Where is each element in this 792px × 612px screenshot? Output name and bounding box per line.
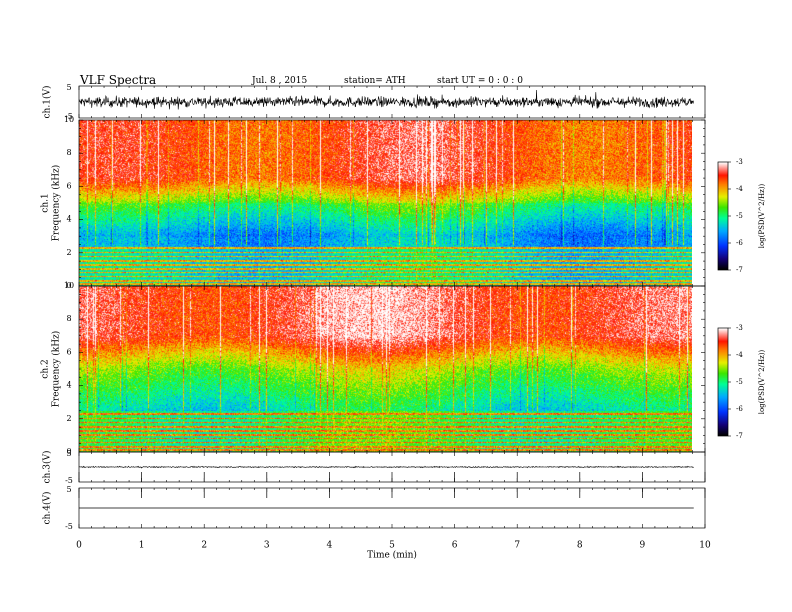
- x-axis-label: Time (min): [367, 550, 417, 561]
- ch1-spec-ytick-label: 6: [66, 181, 71, 190]
- ch2-spec-freq-label: Frequency (kHz): [51, 331, 62, 408]
- ch1-spec-freq-label: Frequency (kHz): [51, 165, 62, 242]
- date-label: Jul. 8 , 2015: [252, 76, 308, 86]
- ch2-spec-colorbar-label: log(PSD(V^2/Hz)): [758, 349, 766, 414]
- ch3-wave-ylabel-top: 5: [66, 449, 71, 458]
- ch2-spec-heatmap: [79, 286, 692, 452]
- ch4-wave-axis-label: ch.4(V): [42, 492, 53, 525]
- x-tick-label: 3: [264, 541, 270, 551]
- ch2-spec-ytick-label: 10: [64, 281, 74, 290]
- ch1-spec-colorbar-tick-label: -6: [736, 239, 743, 247]
- ch2-spec-ytick-label: 6: [66, 347, 71, 356]
- x-tick-label: 8: [577, 541, 583, 551]
- ch1-spec-ytick-label: 2: [66, 248, 71, 257]
- ch1-spec-colorbar-label: log(PSD(V^2/Hz)): [758, 183, 766, 248]
- ch3-wave-axis-label: ch.3(V): [42, 451, 53, 484]
- ch2-spec-colorbar: [718, 328, 728, 436]
- ch1-spec-colorbar-tick-label: -3: [736, 158, 743, 166]
- ch1-spec-colorbar-tick-label: -4: [736, 185, 743, 193]
- start-time-label: start UT = 0 : 0 : 0: [437, 76, 523, 86]
- x-tick-label: 4: [327, 541, 333, 551]
- ch1-spec-channel-label: ch.1: [41, 193, 51, 212]
- ch2-spec-colorbar-tick-label: -4: [736, 351, 743, 359]
- ch2-spec-ytick-label: 4: [66, 381, 71, 390]
- x-tick-label: 5: [389, 541, 395, 551]
- ch2-spec-ytick-label: 0: [66, 447, 71, 456]
- ch1-spec-ytick-label: 4: [66, 215, 71, 224]
- ch1-spec-ytick-label: 0: [66, 281, 71, 290]
- ch1-spec-colorbar-tick-label: -7: [736, 266, 743, 274]
- ch4-wave-ylabel-bottom: -5: [65, 522, 73, 531]
- ch1-spec-heatmap: [79, 120, 692, 286]
- x-tick-label: 6: [452, 541, 458, 551]
- chart-title: VLF Spectra: [80, 73, 157, 87]
- x-tick-label: 9: [640, 541, 646, 551]
- x-tick-label: 0: [76, 541, 82, 551]
- ch1-wave-ylabel-top: 5: [66, 83, 71, 92]
- ch1-wave-axis-label: ch.1(V): [42, 86, 53, 119]
- ch3-wave-ylabel-bottom: -5: [65, 476, 73, 485]
- x-tick-label: 10: [699, 541, 711, 551]
- x-tick-label: 2: [201, 541, 207, 551]
- ch2-spec-colorbar-tick-label: -6: [736, 405, 743, 413]
- ch4-wave-ylabel-top: 5: [66, 485, 71, 494]
- ch2-spec-colorbar-tick-label: -7: [736, 432, 743, 440]
- ch2-spec-colorbar-tick-label: -5: [736, 378, 743, 386]
- ch1-spec-colorbar-tick-label: -5: [736, 212, 743, 220]
- ch1-spec-ytick-label: 10: [64, 115, 74, 124]
- ch2-spec-ytick-label: 8: [66, 314, 71, 323]
- x-tick-label: 7: [514, 541, 520, 551]
- ch2-spec-ytick-label: 2: [66, 414, 71, 423]
- ch2-spec-channel-label: ch.2: [41, 359, 51, 378]
- ch1-spec-ytick-label: 8: [66, 148, 71, 157]
- ch3-wave-trace: [78, 465, 694, 469]
- x-tick-label: 1: [139, 541, 145, 551]
- station-label: station= ATH: [344, 76, 406, 86]
- ch2-spec-colorbar-tick-label: -3: [736, 324, 743, 332]
- ch1-spec-colorbar: [718, 162, 728, 270]
- ch1-wave-trace: [78, 89, 694, 110]
- ch1-wave-ylabel-bottom: -5: [65, 112, 73, 121]
